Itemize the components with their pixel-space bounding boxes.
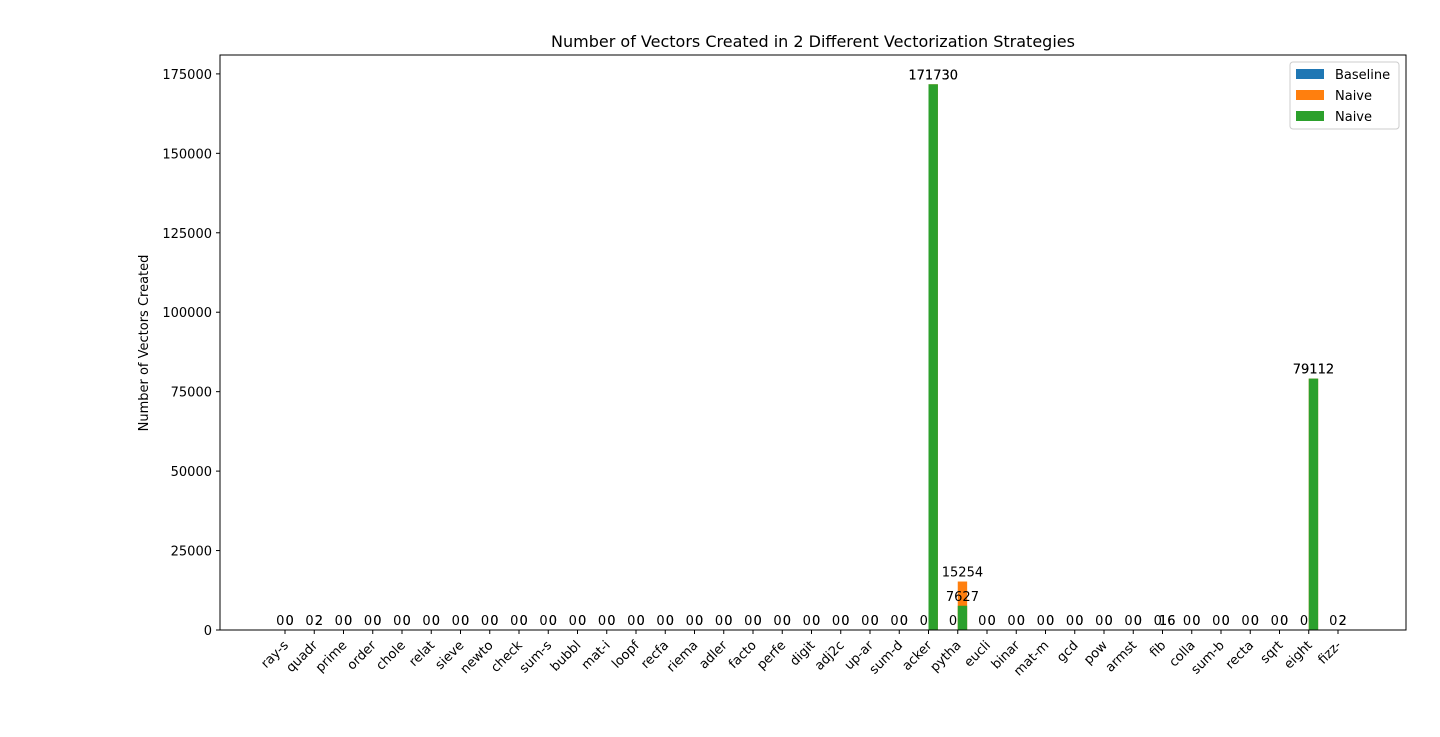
- data-label: 0: [666, 614, 674, 629]
- data-label: 0: [520, 614, 528, 629]
- data-label: 0: [754, 614, 762, 629]
- data-label: 0: [695, 614, 703, 629]
- data-label: 0: [1037, 614, 1045, 629]
- legend-swatch: [1296, 69, 1324, 79]
- legend-swatch: [1296, 111, 1324, 121]
- data-label: 0: [549, 614, 557, 629]
- data-label: 0: [686, 614, 694, 629]
- data-label: 0: [1124, 614, 1132, 629]
- data-label: 0: [1007, 614, 1015, 629]
- data-label: 0: [344, 614, 352, 629]
- y-tick-label: 175000: [162, 68, 212, 83]
- data-label: 0: [364, 614, 372, 629]
- data-label: 0: [1105, 614, 1113, 629]
- data-label: 0: [305, 614, 313, 629]
- data-label: 0: [452, 614, 460, 629]
- data-label: 0: [373, 614, 381, 629]
- data-label: 0: [1251, 614, 1259, 629]
- data-label: 7627: [946, 590, 979, 605]
- y-tick-label: 125000: [162, 227, 212, 242]
- data-label: 0: [1075, 614, 1083, 629]
- data-label: 0: [393, 614, 401, 629]
- data-label: 171730: [908, 68, 958, 83]
- data-label: 0: [1017, 614, 1025, 629]
- y-tick-label: 0: [204, 624, 212, 639]
- data-label: 0: [578, 614, 586, 629]
- data-label: 0: [510, 614, 518, 629]
- data-label: 0: [783, 614, 791, 629]
- data-label: 0: [490, 614, 498, 629]
- data-label: 0: [1212, 614, 1220, 629]
- data-label: 0: [773, 614, 781, 629]
- data-label: 0: [1329, 614, 1337, 629]
- y-tick-label: 100000: [162, 306, 212, 321]
- data-label: 0: [920, 614, 928, 629]
- bar-naive-green: [929, 84, 938, 630]
- data-label: 0: [1046, 614, 1054, 629]
- data-label: 0: [539, 614, 547, 629]
- data-label: 0: [841, 614, 849, 629]
- data-label: 0: [900, 614, 908, 629]
- data-label: 0: [1241, 614, 1249, 629]
- data-label: 0: [598, 614, 606, 629]
- y-tick-label: 150000: [162, 147, 212, 162]
- data-label: 0: [1192, 614, 1200, 629]
- data-label: 0: [812, 614, 820, 629]
- data-label: 0: [335, 614, 343, 629]
- y-axis-label: Number of Vectors Created: [137, 255, 152, 432]
- data-label: 0: [715, 614, 723, 629]
- data-label: 0: [1134, 614, 1142, 629]
- data-label: 0: [422, 614, 430, 629]
- data-label: 0: [286, 614, 294, 629]
- data-label: 0: [607, 614, 615, 629]
- data-label: 0: [1280, 614, 1288, 629]
- data-label: 0: [949, 614, 957, 629]
- data-label: 0: [978, 614, 986, 629]
- bar-naive-green: [958, 606, 967, 630]
- legend-label: Naive: [1335, 110, 1372, 125]
- data-label: 0: [832, 614, 840, 629]
- data-label: 0: [637, 614, 645, 629]
- legend-label: Naive: [1335, 89, 1372, 104]
- data-label: 0: [803, 614, 811, 629]
- data-label: 0: [432, 614, 440, 629]
- data-label: 0: [1066, 614, 1074, 629]
- legend-swatch: [1296, 90, 1324, 100]
- chart-title: Number of Vectors Created in 2 Different…: [551, 32, 1075, 51]
- y-tick-label: 25000: [171, 545, 212, 560]
- data-label: 0: [403, 614, 411, 629]
- data-label: 0: [656, 614, 664, 629]
- data-label: 15254: [942, 566, 983, 581]
- legend: Baseline Naive Naive: [1290, 62, 1399, 129]
- data-label: 0: [627, 614, 635, 629]
- data-label: 0: [1300, 614, 1308, 629]
- data-label: 2: [315, 614, 323, 629]
- data-label: 79112: [1293, 363, 1334, 378]
- data-label: 0: [871, 614, 879, 629]
- data-label: 0: [1183, 614, 1191, 629]
- data-label: 0: [1222, 614, 1230, 629]
- bar-naive-green: [1309, 379, 1318, 630]
- data-label: 16: [1159, 614, 1176, 629]
- data-label: 0: [861, 614, 869, 629]
- data-label: 0: [890, 614, 898, 629]
- data-label: 0: [744, 614, 752, 629]
- data-label: 0: [276, 614, 284, 629]
- data-label: 2: [1339, 614, 1347, 629]
- data-label: 0: [1271, 614, 1279, 629]
- y-tick-label: 75000: [171, 386, 212, 401]
- data-label: 0: [569, 614, 577, 629]
- data-label: 0: [481, 614, 489, 629]
- y-tick-label: 50000: [171, 465, 212, 480]
- data-label: 0: [1095, 614, 1103, 629]
- data-label: 0: [724, 614, 732, 629]
- data-label: 0: [988, 614, 996, 629]
- data-label: 0: [461, 614, 469, 629]
- legend-label: Baseline: [1335, 68, 1390, 83]
